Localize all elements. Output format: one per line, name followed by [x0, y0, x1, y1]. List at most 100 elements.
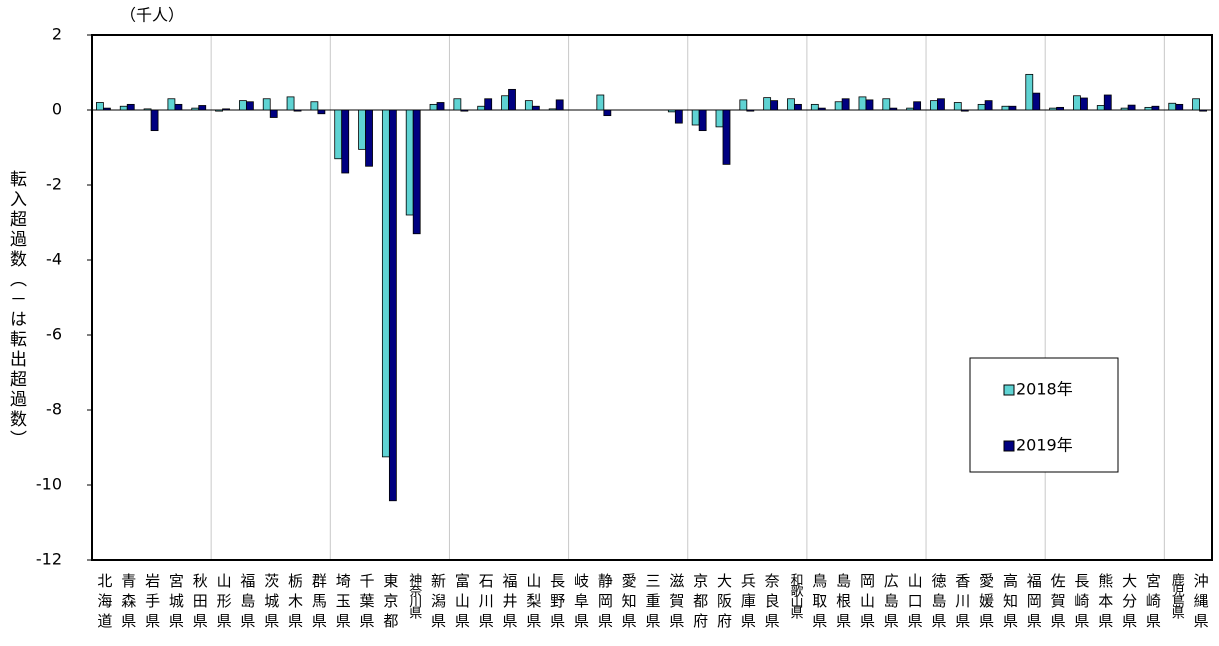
- bar: [269, 109, 278, 118]
- plot-frame: [91, 34, 1213, 561]
- x-tick-label: 三重県: [644, 573, 662, 633]
- y-tick-label: -6: [46, 325, 62, 344]
- bar: [524, 100, 533, 111]
- x-tick-label: 大分県: [1120, 573, 1138, 633]
- bar: [365, 109, 373, 167]
- bar: [596, 94, 605, 111]
- bar: [334, 109, 343, 160]
- bar: [126, 103, 135, 111]
- bar: [1192, 98, 1200, 111]
- x-tick-label: 長野県: [548, 573, 566, 633]
- bar: [1144, 106, 1153, 111]
- x-tick-label: 群馬県: [310, 573, 328, 633]
- bar: [1001, 105, 1010, 111]
- y-tick-label: 2: [52, 25, 62, 44]
- bar: [1056, 106, 1065, 111]
- x-tick-label: 和歌山県: [787, 573, 803, 619]
- y-tick-label: -2: [46, 175, 62, 194]
- x-tick-label: 岡山県: [858, 573, 876, 633]
- bar: [722, 109, 731, 165]
- x-tick-label: 愛知県: [620, 573, 638, 633]
- bar: [794, 103, 802, 111]
- bar: [984, 100, 993, 111]
- x-tick-label: 埼玉県: [334, 573, 352, 633]
- x-tick-label: 福岡県: [1025, 573, 1043, 633]
- bar: [746, 109, 755, 112]
- legend-label: 2018年: [1016, 380, 1073, 399]
- x-tick-label: 奈良県: [763, 573, 781, 633]
- bar: [358, 109, 366, 150]
- bar: [293, 109, 302, 112]
- bar: [174, 103, 183, 111]
- bar: [477, 105, 486, 111]
- x-tick-label: 徳島県: [929, 573, 947, 633]
- bar: [96, 102, 104, 111]
- bar: [310, 101, 319, 111]
- bar: [1073, 95, 1081, 111]
- bar: [770, 100, 779, 111]
- bar: [103, 107, 111, 111]
- x-tick-label: 滋賀県: [667, 573, 685, 633]
- x-tick-label: 宮崎県: [1144, 573, 1162, 633]
- bar: [531, 105, 540, 111]
- bar: [1168, 102, 1177, 111]
- bar: [960, 109, 969, 112]
- bar: [429, 103, 438, 111]
- bar: [412, 109, 421, 235]
- x-tick-label: 岐阜県: [572, 573, 590, 633]
- x-tick-label: 新潟県: [429, 573, 447, 633]
- bar: [882, 98, 891, 111]
- bar: [167, 98, 176, 111]
- x-tick-label: 広島県: [882, 573, 900, 633]
- bar: [191, 107, 200, 111]
- x-tick-label: 静岡県: [596, 573, 614, 633]
- bar: [1025, 73, 1034, 111]
- bar: [484, 98, 493, 111]
- bar: [262, 98, 271, 111]
- bar: [460, 109, 469, 112]
- bar: [858, 96, 867, 111]
- bar: [603, 109, 612, 117]
- x-tick-label: 京都府: [691, 573, 709, 633]
- bar: [198, 105, 207, 111]
- x-tick-label: 山梨県: [524, 573, 542, 633]
- x-tick-label: 栃木県: [286, 573, 304, 633]
- bar: [222, 108, 230, 111]
- bar: [1008, 105, 1017, 111]
- bar: [286, 96, 295, 111]
- x-tick-label: 沖縄県: [1192, 573, 1210, 633]
- legend-box: [969, 357, 1119, 473]
- bar: [1103, 94, 1112, 111]
- bar: [436, 102, 445, 111]
- x-tick-label: 青森県: [119, 573, 137, 633]
- bar: [555, 99, 564, 111]
- bar: [1080, 97, 1088, 111]
- x-tick-label: 佐賀県: [1049, 573, 1067, 633]
- bar: [1032, 92, 1041, 111]
- x-tick-label: 石川県: [477, 573, 495, 633]
- legend-swatch: [1003, 440, 1015, 452]
- legend-label: 2019年: [1016, 436, 1073, 455]
- bar: [810, 103, 819, 111]
- y-tick-label: -12: [36, 550, 62, 569]
- bar: [865, 99, 874, 111]
- bar: [787, 98, 795, 111]
- bar: [817, 107, 826, 111]
- bar: [1120, 107, 1129, 111]
- bar: [674, 109, 683, 124]
- x-tick-label: 福井県: [501, 573, 519, 633]
- bar: [453, 98, 462, 111]
- bar: [763, 97, 772, 111]
- bar: [1127, 104, 1136, 111]
- bar: [405, 109, 414, 216]
- x-tick-label: 秋田県: [191, 573, 209, 633]
- y-tick-label: 0: [52, 100, 62, 119]
- bar: [667, 109, 676, 113]
- y-tick-label: -8: [46, 400, 62, 419]
- bar: [953, 102, 962, 111]
- x-tick-label: 千葉県: [358, 573, 376, 633]
- bar: [238, 100, 247, 111]
- bar: [691, 109, 700, 126]
- x-tick-label: 北海道: [95, 573, 113, 633]
